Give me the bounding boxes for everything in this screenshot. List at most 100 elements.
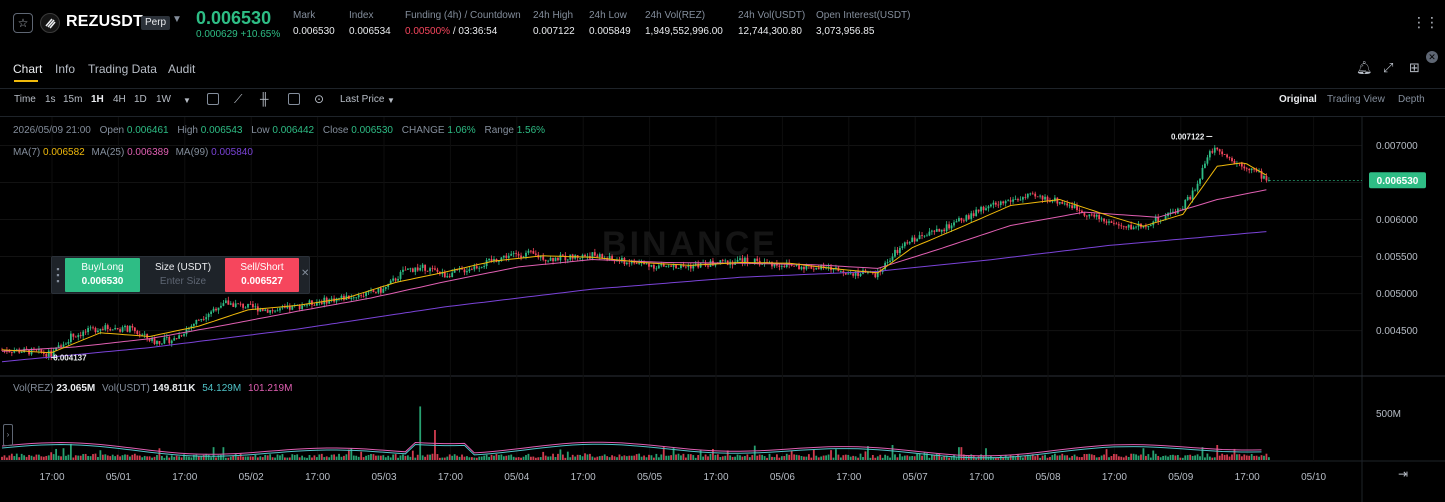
candle-body bbox=[212, 308, 215, 312]
more-icon[interactable]: ⋮⋮ bbox=[1412, 14, 1439, 30]
candle-body bbox=[1145, 226, 1147, 228]
candle-body bbox=[650, 264, 653, 267]
size-placeholder[interactable]: Enter Size bbox=[159, 276, 207, 287]
volume-bar bbox=[1098, 457, 1101, 460]
close-icon[interactable]: ✕ bbox=[301, 268, 310, 279]
candle-body bbox=[224, 300, 227, 304]
volume-bar bbox=[830, 450, 832, 460]
candle-body bbox=[1024, 197, 1027, 198]
calendar-icon[interactable] bbox=[207, 93, 219, 105]
interval-dropdown-icon[interactable]: ▼ bbox=[183, 96, 191, 105]
star-icon[interactable]: ☆ bbox=[13, 13, 33, 33]
tab-info[interactable]: Info bbox=[55, 62, 76, 76]
candle-body bbox=[657, 265, 660, 269]
candle-body bbox=[756, 258, 759, 261]
volume-bar bbox=[338, 453, 340, 460]
candle-body bbox=[532, 251, 535, 254]
volume-bar bbox=[318, 454, 321, 460]
watermark: BINANCE bbox=[602, 225, 778, 263]
expand-panel-icon[interactable]: › bbox=[3, 424, 13, 446]
volume-bar bbox=[274, 457, 276, 460]
candle-body bbox=[1066, 203, 1069, 206]
candle-body bbox=[1206, 157, 1209, 164]
symbol-name[interactable]: REZUSDT bbox=[66, 13, 143, 30]
volume-bar bbox=[822, 455, 825, 460]
tab-audit[interactable]: Audit bbox=[168, 62, 196, 76]
ohlc-change: 1.06% bbox=[447, 125, 476, 136]
volume-bar bbox=[328, 457, 331, 460]
volume-bar bbox=[724, 455, 727, 460]
size-input[interactable]: Size (USDT) Enter Size bbox=[144, 258, 222, 292]
candle-body bbox=[79, 335, 82, 337]
candle-body bbox=[318, 302, 321, 304]
candle-body bbox=[625, 262, 628, 265]
interval-1d[interactable]: 1D bbox=[134, 94, 147, 105]
plus-circle-icon[interactable]: ⊙ bbox=[314, 92, 325, 106]
view-depth[interactable]: Depth bbox=[1398, 94, 1425, 105]
volume-bar bbox=[1053, 453, 1056, 460]
candle-body bbox=[173, 338, 176, 341]
layout-grid-icon[interactable]: ⊞ bbox=[1409, 60, 1420, 75]
chart-area[interactable]: BINANCE 0.0070000.0065000.0060000.005500… bbox=[0, 116, 1445, 502]
volume-bar bbox=[1122, 457, 1125, 460]
volume-bar bbox=[886, 455, 889, 460]
drag-handle-icon[interactable]: ▪ ▪ ▪ bbox=[56, 264, 60, 286]
interval-4h[interactable]: 4H bbox=[113, 94, 126, 105]
view-trading-view[interactable]: Trading View bbox=[1327, 94, 1385, 105]
tab-chart[interactable]: Chart bbox=[13, 62, 43, 76]
ma7-line bbox=[1, 162, 1267, 354]
volume-bar bbox=[785, 453, 788, 460]
volume-bar bbox=[106, 455, 109, 460]
symbol-dropdown-icon[interactable]: ▼ bbox=[172, 14, 182, 25]
bell-icon[interactable]: 🔔︎ bbox=[1356, 60, 1373, 75]
tab-trading-data[interactable]: Trading Data bbox=[88, 62, 157, 76]
volume-bar bbox=[1132, 453, 1135, 460]
view-original[interactable]: Original bbox=[1279, 94, 1317, 105]
volume-bar bbox=[667, 455, 670, 460]
buy-long-button[interactable]: Buy/Long 0.006530 bbox=[65, 258, 140, 292]
time-tick-label: 05/10 bbox=[1301, 472, 1326, 483]
candle-body bbox=[515, 253, 518, 254]
sell-short-button[interactable]: Sell/Short 0.006527 bbox=[225, 258, 299, 292]
chart-type-icon[interactable]: ╫ bbox=[260, 92, 269, 106]
price-source-select[interactable]: Last Price bbox=[340, 94, 385, 105]
interval-1h[interactable]: 1H bbox=[91, 94, 104, 105]
indicator-icon[interactable]: ⟋ bbox=[234, 92, 243, 106]
volume-bar bbox=[399, 455, 402, 460]
scroll-to-latest-icon[interactable]: ⇥ bbox=[1398, 467, 1409, 481]
volume-bar bbox=[161, 456, 163, 460]
time-tick-label: 17:00 bbox=[1102, 472, 1127, 483]
close-icon[interactable]: ✕ bbox=[1426, 51, 1438, 63]
candle-body bbox=[1081, 210, 1083, 213]
stat-open-interest[interactable]: Open Interest(USDT) 3,073,956.85 bbox=[816, 10, 910, 37]
volume-bar bbox=[554, 456, 557, 460]
candle-body bbox=[1103, 218, 1105, 222]
volume-bar bbox=[345, 454, 348, 460]
volume-bar bbox=[571, 454, 574, 460]
interval-1s[interactable]: 1s bbox=[45, 94, 56, 105]
volume-bar bbox=[975, 457, 978, 460]
candle-body bbox=[301, 305, 304, 310]
volume-bar bbox=[933, 455, 936, 460]
volume-bar bbox=[611, 455, 613, 460]
interval-1w[interactable]: 1W bbox=[156, 94, 171, 105]
candle-body bbox=[207, 313, 210, 318]
volume-bar bbox=[1179, 457, 1182, 460]
fullscreen-icon[interactable]: ⤢ bbox=[1383, 60, 1394, 75]
candle-body bbox=[502, 255, 505, 258]
volume-bar bbox=[25, 456, 28, 460]
candle-body bbox=[761, 263, 764, 265]
candle-body bbox=[815, 267, 818, 270]
volume-bar bbox=[55, 448, 58, 460]
candle-body bbox=[810, 265, 813, 269]
candle-body bbox=[466, 271, 468, 273]
candlestick-chart[interactable]: BINANCE 0.0070000.0065000.0060000.005500… bbox=[0, 117, 1445, 502]
interval-15m[interactable]: 15m bbox=[63, 94, 83, 105]
settings-icon[interactable] bbox=[288, 93, 300, 105]
volume-bar bbox=[1164, 455, 1167, 460]
candle-body bbox=[104, 325, 107, 330]
chevron-down-icon[interactable]: ▼ bbox=[387, 96, 395, 105]
candle-body bbox=[409, 268, 412, 270]
interval-time[interactable]: Time bbox=[14, 94, 36, 105]
candle-body bbox=[252, 304, 254, 308]
